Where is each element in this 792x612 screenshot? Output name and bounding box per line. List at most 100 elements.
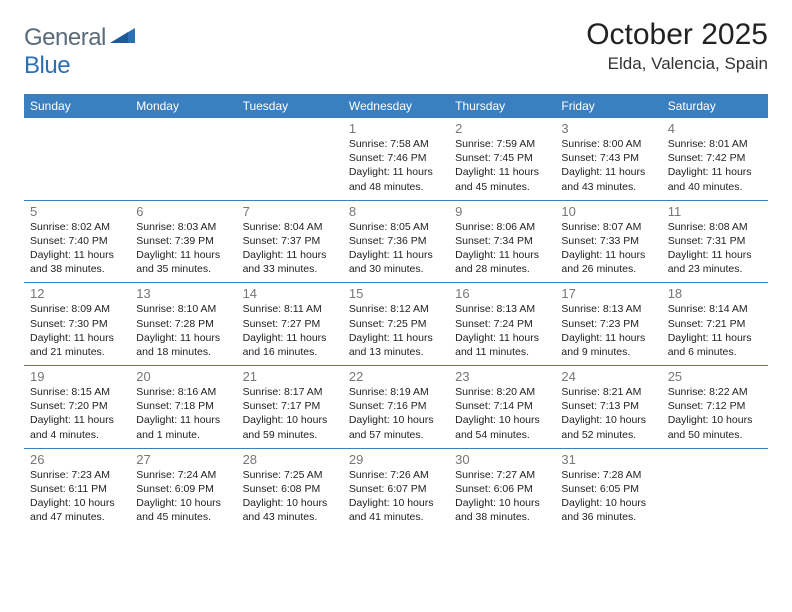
- daylight-text: Daylight: 10 hours and 52 minutes.: [561, 413, 655, 441]
- daylight-text: Daylight: 10 hours and 47 minutes.: [30, 496, 124, 524]
- day-number: 27: [136, 452, 230, 467]
- calendar-cell: 13Sunrise: 8:10 AMSunset: 7:28 PMDayligh…: [130, 283, 236, 366]
- calendar-cell: 24Sunrise: 8:21 AMSunset: 7:13 PMDayligh…: [555, 366, 661, 449]
- calendar-week-row: 1Sunrise: 7:58 AMSunset: 7:46 PMDaylight…: [24, 118, 768, 200]
- daylight-text: Daylight: 11 hours and 30 minutes.: [349, 248, 443, 276]
- weekday-header: Thursday: [449, 94, 555, 118]
- daylight-text: Daylight: 11 hours and 45 minutes.: [455, 165, 549, 193]
- calendar-cell: 22Sunrise: 8:19 AMSunset: 7:16 PMDayligh…: [343, 366, 449, 449]
- brand-logo: General Blue: [24, 18, 136, 80]
- sunrise-text: Sunrise: 8:21 AM: [561, 385, 655, 399]
- sunset-text: Sunset: 6:11 PM: [30, 482, 124, 496]
- calendar-cell: 3Sunrise: 8:00 AMSunset: 7:43 PMDaylight…: [555, 118, 661, 200]
- calendar-cell: 20Sunrise: 8:16 AMSunset: 7:18 PMDayligh…: [130, 366, 236, 449]
- sunset-text: Sunset: 7:13 PM: [561, 399, 655, 413]
- calendar-cell: 14Sunrise: 8:11 AMSunset: 7:27 PMDayligh…: [237, 283, 343, 366]
- calendar-cell: 10Sunrise: 8:07 AMSunset: 7:33 PMDayligh…: [555, 200, 661, 283]
- day-info: Sunrise: 8:22 AMSunset: 7:12 PMDaylight:…: [668, 385, 762, 442]
- day-number: 15: [349, 286, 443, 301]
- sunset-text: Sunset: 7:23 PM: [561, 317, 655, 331]
- day-number: 5: [30, 204, 124, 219]
- sunrise-text: Sunrise: 7:25 AM: [243, 468, 337, 482]
- calendar-cell: 25Sunrise: 8:22 AMSunset: 7:12 PMDayligh…: [662, 366, 768, 449]
- sunset-text: Sunset: 7:45 PM: [455, 151, 549, 165]
- sunrise-text: Sunrise: 7:59 AM: [455, 137, 549, 151]
- daylight-text: Daylight: 11 hours and 38 minutes.: [30, 248, 124, 276]
- sunset-text: Sunset: 7:25 PM: [349, 317, 443, 331]
- day-info: Sunrise: 7:58 AMSunset: 7:46 PMDaylight:…: [349, 137, 443, 194]
- sunset-text: Sunset: 7:34 PM: [455, 234, 549, 248]
- day-info: Sunrise: 8:14 AMSunset: 7:21 PMDaylight:…: [668, 302, 762, 359]
- calendar-cell: 28Sunrise: 7:25 AMSunset: 6:08 PMDayligh…: [237, 448, 343, 530]
- day-info: Sunrise: 8:12 AMSunset: 7:25 PMDaylight:…: [349, 302, 443, 359]
- calendar-cell: 23Sunrise: 8:20 AMSunset: 7:14 PMDayligh…: [449, 366, 555, 449]
- day-number: 4: [668, 121, 762, 136]
- day-info: Sunrise: 7:26 AMSunset: 6:07 PMDaylight:…: [349, 468, 443, 525]
- daylight-text: Daylight: 11 hours and 11 minutes.: [455, 331, 549, 359]
- day-number: 6: [136, 204, 230, 219]
- daylight-text: Daylight: 10 hours and 50 minutes.: [668, 413, 762, 441]
- daylight-text: Daylight: 10 hours and 59 minutes.: [243, 413, 337, 441]
- sunset-text: Sunset: 7:37 PM: [243, 234, 337, 248]
- daylight-text: Daylight: 11 hours and 23 minutes.: [668, 248, 762, 276]
- calendar-cell: 8Sunrise: 8:05 AMSunset: 7:36 PMDaylight…: [343, 200, 449, 283]
- sunset-text: Sunset: 7:31 PM: [668, 234, 762, 248]
- sunrise-text: Sunrise: 8:01 AM: [668, 137, 762, 151]
- sunset-text: Sunset: 7:14 PM: [455, 399, 549, 413]
- day-number: 21: [243, 369, 337, 384]
- sunrise-text: Sunrise: 8:04 AM: [243, 220, 337, 234]
- title-block: October 2025 Elda, Valencia, Spain: [586, 18, 768, 74]
- sunrise-text: Sunrise: 8:08 AM: [668, 220, 762, 234]
- calendar-cell: 11Sunrise: 8:08 AMSunset: 7:31 PMDayligh…: [662, 200, 768, 283]
- calendar-cell: 7Sunrise: 8:04 AMSunset: 7:37 PMDaylight…: [237, 200, 343, 283]
- day-info: Sunrise: 8:11 AMSunset: 7:27 PMDaylight:…: [243, 302, 337, 359]
- day-info: Sunrise: 8:16 AMSunset: 7:18 PMDaylight:…: [136, 385, 230, 442]
- calendar-cell: 5Sunrise: 8:02 AMSunset: 7:40 PMDaylight…: [24, 200, 130, 283]
- calendar-cell: 16Sunrise: 8:13 AMSunset: 7:24 PMDayligh…: [449, 283, 555, 366]
- day-info: Sunrise: 7:59 AMSunset: 7:45 PMDaylight:…: [455, 137, 549, 194]
- sunrise-text: Sunrise: 8:19 AM: [349, 385, 443, 399]
- day-info: Sunrise: 8:19 AMSunset: 7:16 PMDaylight:…: [349, 385, 443, 442]
- day-number: 31: [561, 452, 655, 467]
- day-number: 13: [136, 286, 230, 301]
- calendar-cell: 26Sunrise: 7:23 AMSunset: 6:11 PMDayligh…: [24, 448, 130, 530]
- weekday-header: Friday: [555, 94, 661, 118]
- day-number: 26: [30, 452, 124, 467]
- daylight-text: Daylight: 11 hours and 48 minutes.: [349, 165, 443, 193]
- sunset-text: Sunset: 7:40 PM: [30, 234, 124, 248]
- sunrise-text: Sunrise: 8:06 AM: [455, 220, 549, 234]
- day-info: Sunrise: 8:17 AMSunset: 7:17 PMDaylight:…: [243, 385, 337, 442]
- calendar-body: 1Sunrise: 7:58 AMSunset: 7:46 PMDaylight…: [24, 118, 768, 530]
- day-number: 14: [243, 286, 337, 301]
- calendar-cell: 9Sunrise: 8:06 AMSunset: 7:34 PMDaylight…: [449, 200, 555, 283]
- daylight-text: Daylight: 10 hours and 38 minutes.: [455, 496, 549, 524]
- daylight-text: Daylight: 11 hours and 43 minutes.: [561, 165, 655, 193]
- sunrise-text: Sunrise: 8:22 AM: [668, 385, 762, 399]
- sunset-text: Sunset: 7:43 PM: [561, 151, 655, 165]
- day-number: 16: [455, 286, 549, 301]
- sunrise-text: Sunrise: 8:13 AM: [561, 302, 655, 316]
- day-info: Sunrise: 8:05 AMSunset: 7:36 PMDaylight:…: [349, 220, 443, 277]
- daylight-text: Daylight: 11 hours and 28 minutes.: [455, 248, 549, 276]
- daylight-text: Daylight: 11 hours and 16 minutes.: [243, 331, 337, 359]
- day-info: Sunrise: 7:25 AMSunset: 6:08 PMDaylight:…: [243, 468, 337, 525]
- day-info: Sunrise: 8:08 AMSunset: 7:31 PMDaylight:…: [668, 220, 762, 277]
- day-info: Sunrise: 8:10 AMSunset: 7:28 PMDaylight:…: [136, 302, 230, 359]
- calendar-cell: 29Sunrise: 7:26 AMSunset: 6:07 PMDayligh…: [343, 448, 449, 530]
- calendar-cell: 15Sunrise: 8:12 AMSunset: 7:25 PMDayligh…: [343, 283, 449, 366]
- sunset-text: Sunset: 7:28 PM: [136, 317, 230, 331]
- sunrise-text: Sunrise: 8:03 AM: [136, 220, 230, 234]
- sunrise-text: Sunrise: 8:00 AM: [561, 137, 655, 151]
- calendar-cell: 2Sunrise: 7:59 AMSunset: 7:45 PMDaylight…: [449, 118, 555, 200]
- calendar-week-row: 19Sunrise: 8:15 AMSunset: 7:20 PMDayligh…: [24, 366, 768, 449]
- day-info: Sunrise: 7:24 AMSunset: 6:09 PMDaylight:…: [136, 468, 230, 525]
- month-title: October 2025: [586, 18, 768, 52]
- day-info: Sunrise: 8:15 AMSunset: 7:20 PMDaylight:…: [30, 385, 124, 442]
- day-info: Sunrise: 8:03 AMSunset: 7:39 PMDaylight:…: [136, 220, 230, 277]
- day-number: 30: [455, 452, 549, 467]
- calendar-week-row: 5Sunrise: 8:02 AMSunset: 7:40 PMDaylight…: [24, 200, 768, 283]
- sunrise-text: Sunrise: 8:17 AM: [243, 385, 337, 399]
- day-info: Sunrise: 8:02 AMSunset: 7:40 PMDaylight:…: [30, 220, 124, 277]
- day-number: 20: [136, 369, 230, 384]
- sunrise-text: Sunrise: 8:11 AM: [243, 302, 337, 316]
